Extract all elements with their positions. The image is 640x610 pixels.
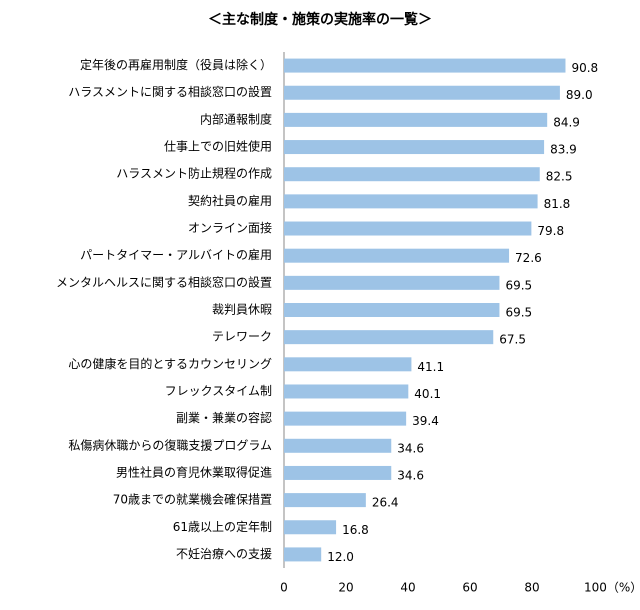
category-label: フレックスタイム制	[165, 384, 272, 398]
value-label: 69.5	[505, 306, 532, 320]
bar	[284, 384, 409, 399]
bar	[284, 221, 532, 236]
bar	[284, 194, 538, 209]
value-label: 16.8	[342, 523, 369, 537]
value-label: 41.1	[417, 360, 444, 374]
bar	[284, 58, 566, 73]
category-label: 61歳以上の定年制	[173, 519, 272, 534]
value-label: 67.5	[499, 333, 526, 347]
value-label: 69.5	[505, 278, 532, 292]
bar	[284, 493, 366, 508]
category-label: 私傷病休職からの復職支援プログラム	[68, 437, 272, 452]
category-label: 契約社員の雇用	[188, 193, 272, 208]
x-tick-label: 20	[338, 581, 353, 595]
bar	[284, 357, 412, 372]
category-label: パートタイマー・アルバイトの雇用	[80, 247, 272, 262]
category-label: メンタルヘルスに関する相談窓口の設置	[56, 274, 272, 289]
category-label: 定年後の再雇用制度（役員は除く）	[80, 57, 272, 72]
bar	[284, 140, 545, 155]
x-tick-label: 100（%）	[584, 581, 640, 595]
x-tick-label: 60	[462, 581, 477, 595]
bar	[284, 438, 392, 453]
bar	[284, 330, 494, 345]
value-label: 26.4	[372, 496, 399, 510]
category-label: オンライン面接	[188, 220, 272, 235]
bar	[284, 112, 548, 127]
bar	[284, 167, 540, 182]
bar	[284, 248, 510, 263]
category-label: 不妊治療への支援	[176, 547, 272, 561]
category-label: ハラスメント防止規程の作成	[116, 166, 272, 181]
category-label: 男性社員の育児休業取得促進	[116, 464, 272, 479]
value-label: 12.0	[327, 550, 354, 564]
value-label: 81.8	[544, 197, 571, 211]
x-tick-label: 80	[524, 581, 539, 595]
value-label: 89.0	[566, 88, 593, 102]
bar	[284, 411, 407, 426]
category-label: 内部通報制度	[200, 111, 272, 126]
bar	[284, 85, 560, 100]
value-label: 90.8	[571, 61, 598, 75]
value-label: 83.9	[550, 143, 577, 157]
category-label: ハラスメントに関する相談窓口の設置	[68, 84, 272, 99]
category-label: 心の健康を目的とするカウンセリング	[68, 356, 272, 371]
value-label: 34.6	[397, 468, 424, 482]
x-tick-label: 40	[400, 581, 415, 595]
value-label: 72.6	[515, 251, 542, 265]
value-label: 84.9	[553, 115, 580, 129]
bar	[284, 275, 500, 290]
chart-title: ＜主な制度・施策の実施率の一覧＞	[208, 11, 432, 28]
x-tick-label: 0	[280, 581, 288, 595]
category-label: 70歳までの就業機会確保措置	[113, 492, 272, 507]
bar	[284, 520, 337, 535]
category-label: 仕事上での旧姓使用	[164, 139, 272, 154]
bar	[284, 547, 322, 562]
value-label: 39.4	[412, 414, 439, 428]
value-label: 34.6	[397, 441, 424, 455]
bar	[284, 303, 500, 317]
value-label: 40.1	[414, 387, 441, 401]
category-label: 副業・兼業の容認	[176, 410, 272, 425]
value-label: 82.5	[546, 170, 573, 184]
category-label: 裁判員休暇	[212, 303, 272, 317]
value-label: 79.8	[537, 224, 564, 238]
category-label: テレワーク	[212, 330, 272, 344]
bar	[284, 465, 392, 480]
